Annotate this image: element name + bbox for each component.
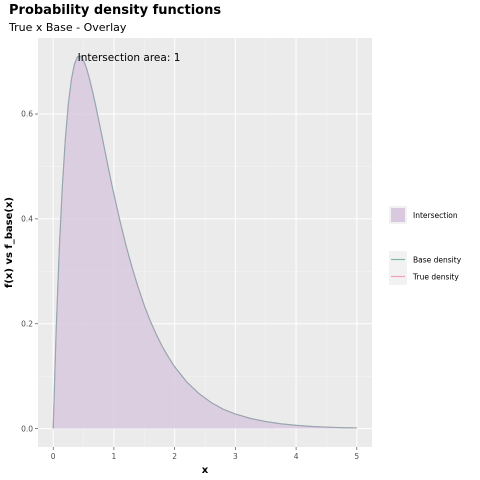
intersection-area — [53, 56, 357, 429]
intersection-annotation: Intersection area: 1 — [78, 52, 181, 64]
y-tick-label: 0.6 — [21, 110, 33, 119]
legend-label: Intersection — [413, 211, 458, 220]
x-tick-label: 5 — [354, 452, 359, 461]
x-tick-label: 3 — [233, 452, 238, 461]
y-tick-label: 0.4 — [21, 215, 33, 224]
y-axis-title: f(x) vs f_base(x) — [4, 197, 15, 288]
x-tick-label: 2 — [172, 452, 177, 461]
x-axis-ticks: 0 1 2 3 4 5 — [51, 447, 359, 461]
legend-label: True density — [412, 273, 459, 282]
legend-key-intersection — [391, 208, 405, 222]
y-tick-label: 0.2 — [21, 319, 33, 328]
legend-label: Base density — [413, 256, 462, 265]
x-tick-label: 4 — [294, 452, 299, 461]
chart-title: Probability density functions — [9, 3, 221, 18]
x-axis-title: x — [202, 465, 209, 476]
y-tick-label: 0.0 — [21, 424, 33, 433]
legend-fill: Intersection — [389, 206, 458, 224]
legend-lines: Base density True density — [389, 251, 462, 285]
y-axis-ticks: 0.0 0.2 0.4 0.6 — [21, 110, 38, 433]
x-tick-label: 1 — [112, 452, 117, 461]
base-density-line — [52, 55, 357, 429]
x-tick-label: 0 — [51, 452, 56, 461]
chart-subtitle: True x Base - Overlay — [8, 21, 127, 34]
